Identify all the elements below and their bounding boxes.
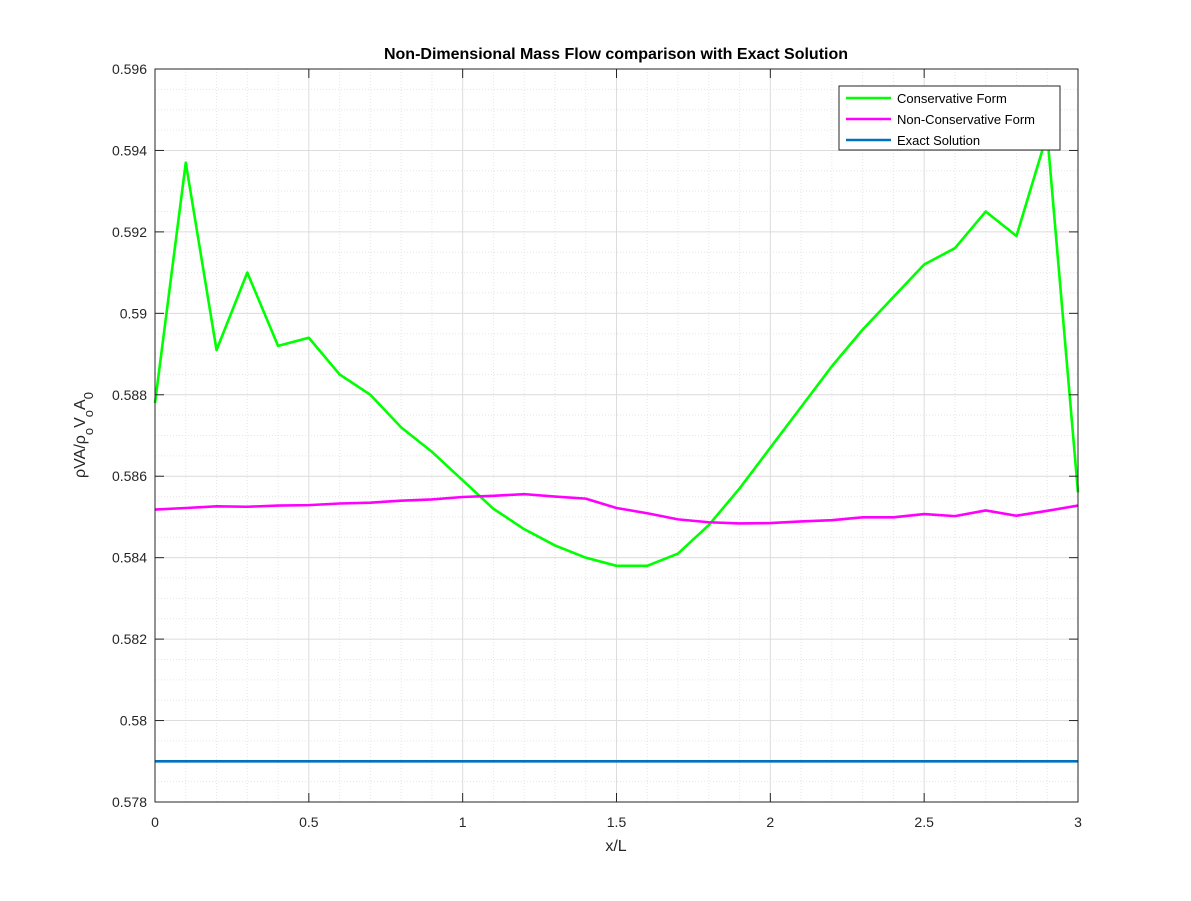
y-tick-label: 0.59 — [120, 305, 147, 321]
y-tick-label: 0.582 — [112, 631, 147, 647]
x-tick-label: 2.5 — [914, 814, 934, 830]
y-axis-label-part: VA/ — [72, 444, 89, 469]
y-axis-label-part: V — [72, 417, 89, 428]
y-tick-label: 0.592 — [112, 224, 147, 240]
y-axis-label-subscript: o — [81, 410, 96, 417]
y-tick-label: 0.586 — [112, 468, 147, 484]
y-axis-label-subscript: o — [81, 428, 96, 435]
y-axis-ticks: 0.578 0.58 0.582 0.584 0.586 0.588 0.59 0.592 0.… — [112, 61, 1078, 810]
x-tick-label: 0.5 — [299, 814, 319, 830]
y-tick-label: 0.596 — [112, 61, 147, 77]
series-line-non-conservative-form — [154, 492, 1079, 525]
y-axis-label-part: A — [72, 399, 89, 410]
y-tick-label: 0.58 — [120, 713, 147, 729]
x-tick-label: 0 — [151, 814, 159, 830]
legend-items: Conservative Form Non-Conservative Form Ex… — [846, 91, 1035, 148]
y-axis-label: ρVA/ρoVoA0 — [72, 392, 96, 478]
y-tick-label: 0.578 — [112, 794, 147, 810]
y-axis-label-part: ρ — [72, 469, 89, 478]
x-axis-label: x/L — [605, 838, 626, 855]
y-axis-label-subscript: 0 — [81, 392, 96, 399]
y-tick-label: 0.594 — [112, 142, 147, 158]
x-tick-label: 1.5 — [607, 814, 627, 830]
x-tick-label: 2 — [766, 814, 774, 830]
series-line-conservative-form — [153, 132, 1080, 568]
x-axis-ticks: 0 0.5 1 1.5 2 2.5 3 — [151, 69, 1082, 830]
plot-area: 0 0.5 1 1.5 2 2.5 3 0.5780.580.5820.5840.5860.… — [112, 61, 1082, 830]
series-layer — [153, 132, 1080, 763]
legend: Conservative Form Non-Conservative Form Ex… — [838, 85, 1061, 151]
chart-title: Non-Dimensional Mass Flow comparison wit… — [384, 46, 848, 63]
legend-label-non-conservative-form: Non-Conservative Form — [897, 112, 1035, 127]
legend-label-exact-solution: Exact Solution — [897, 133, 980, 148]
x-tick-label: 1 — [459, 814, 467, 830]
y-axis-label-part: ρ — [72, 435, 89, 444]
y-tick-label: 0.584 — [112, 550, 147, 566]
x-tick-label: 3 — [1074, 814, 1082, 830]
y-tick-label: 0.588 — [112, 387, 147, 403]
legend-label-conservative-form: Conservative Form — [897, 91, 1007, 106]
